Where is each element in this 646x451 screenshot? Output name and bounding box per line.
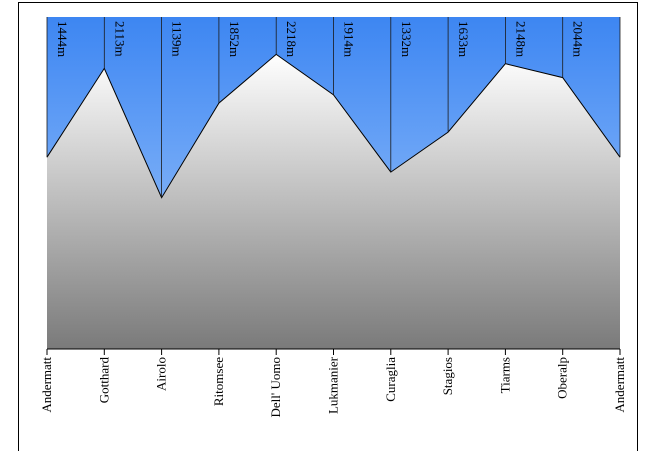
x-tick-label: Andermatt [612,357,627,413]
x-tick-label: Ritomsee [211,357,226,406]
elevation-label: 2113m [112,21,127,57]
elevation-label: 1633m [456,21,471,57]
frame [18,2,638,451]
elevation-label: 1444m [55,21,70,57]
elevation-label: 2044m [571,21,586,57]
elevation-label: 1914m [342,21,357,57]
x-tick-label: Lukmanier [326,356,341,414]
x-tick-label: Oberalp [555,357,570,399]
terrain-area [47,54,620,350]
x-tick-label: Stagios [440,357,455,395]
x-tick-label: Andermatt [39,357,54,413]
elevation-label: 1332m [399,21,414,57]
x-tick-label: Gotthard [96,357,111,404]
x-tick-label: Tiarms [497,357,512,393]
x-tick-label: Curaglia [383,357,398,402]
elevation-label: 1852m [227,21,242,57]
elevation-label: 2148m [513,21,528,57]
elevation-label: 1139m [170,21,185,57]
elevation-label: 2218m [284,21,299,57]
x-tick-label: Dell' Uomo [268,357,283,417]
x-tick-label: Airolo [154,357,169,391]
